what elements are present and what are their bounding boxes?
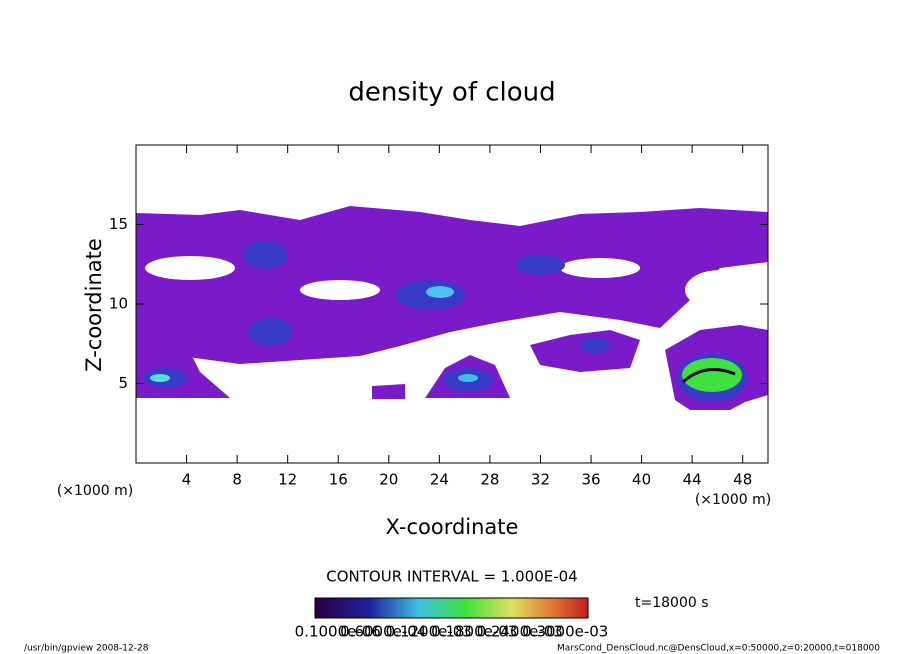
colorbar-label: 0.1200e-03 xyxy=(386,623,472,641)
colorbar-label: 0.3000e-03 xyxy=(522,623,608,641)
y-tick-label: 10 xyxy=(109,295,128,313)
x-unit-right: (×1000 m) xyxy=(695,492,771,508)
chart-title: density of cloud xyxy=(348,78,555,108)
x-tick-label: 28 xyxy=(480,471,499,489)
x-tick-label: 12 xyxy=(278,471,297,489)
colorbar xyxy=(314,597,589,619)
x-tick-label: 32 xyxy=(531,471,550,489)
x-tick-label: 24 xyxy=(430,471,449,489)
x-tick-label: 36 xyxy=(581,471,600,489)
colorbar-label: 0.1800e-03 xyxy=(431,623,517,641)
footer-right: MarsCond_DensCloud.nc@DensCloud,x=0:5000… xyxy=(557,644,880,654)
y-tick-label: 15 xyxy=(109,215,128,233)
contour-field xyxy=(136,206,768,410)
x-tick-label: 20 xyxy=(379,471,398,489)
x-tick-label: 44 xyxy=(683,471,702,489)
y-axis-label: Z-coordinate xyxy=(82,238,106,372)
colorbar-label: 0.6000e-04 xyxy=(340,623,426,641)
x-tick-label: 40 xyxy=(632,471,651,489)
time-label: t=18000 s xyxy=(635,595,709,611)
x-tick-label: 16 xyxy=(329,471,348,489)
x-tick-label: 4 xyxy=(182,471,192,489)
x-axis-label: X-coordinate xyxy=(386,515,519,539)
x-tick-label: 48 xyxy=(733,471,752,489)
colorbar-label: 0.2400e-03 xyxy=(477,623,563,641)
x-unit-left: (×1000 m) xyxy=(57,483,133,499)
contour-interval: CONTOUR INTERVAL = 1.000E-04 xyxy=(326,568,577,586)
colorbar-label: 0.1000e-06 xyxy=(295,623,381,641)
footer-left: /usr/bin/gpview 2008-12-28 xyxy=(24,644,149,654)
x-tick-label: 8 xyxy=(232,471,242,489)
y-tick-label: 5 xyxy=(118,374,128,392)
